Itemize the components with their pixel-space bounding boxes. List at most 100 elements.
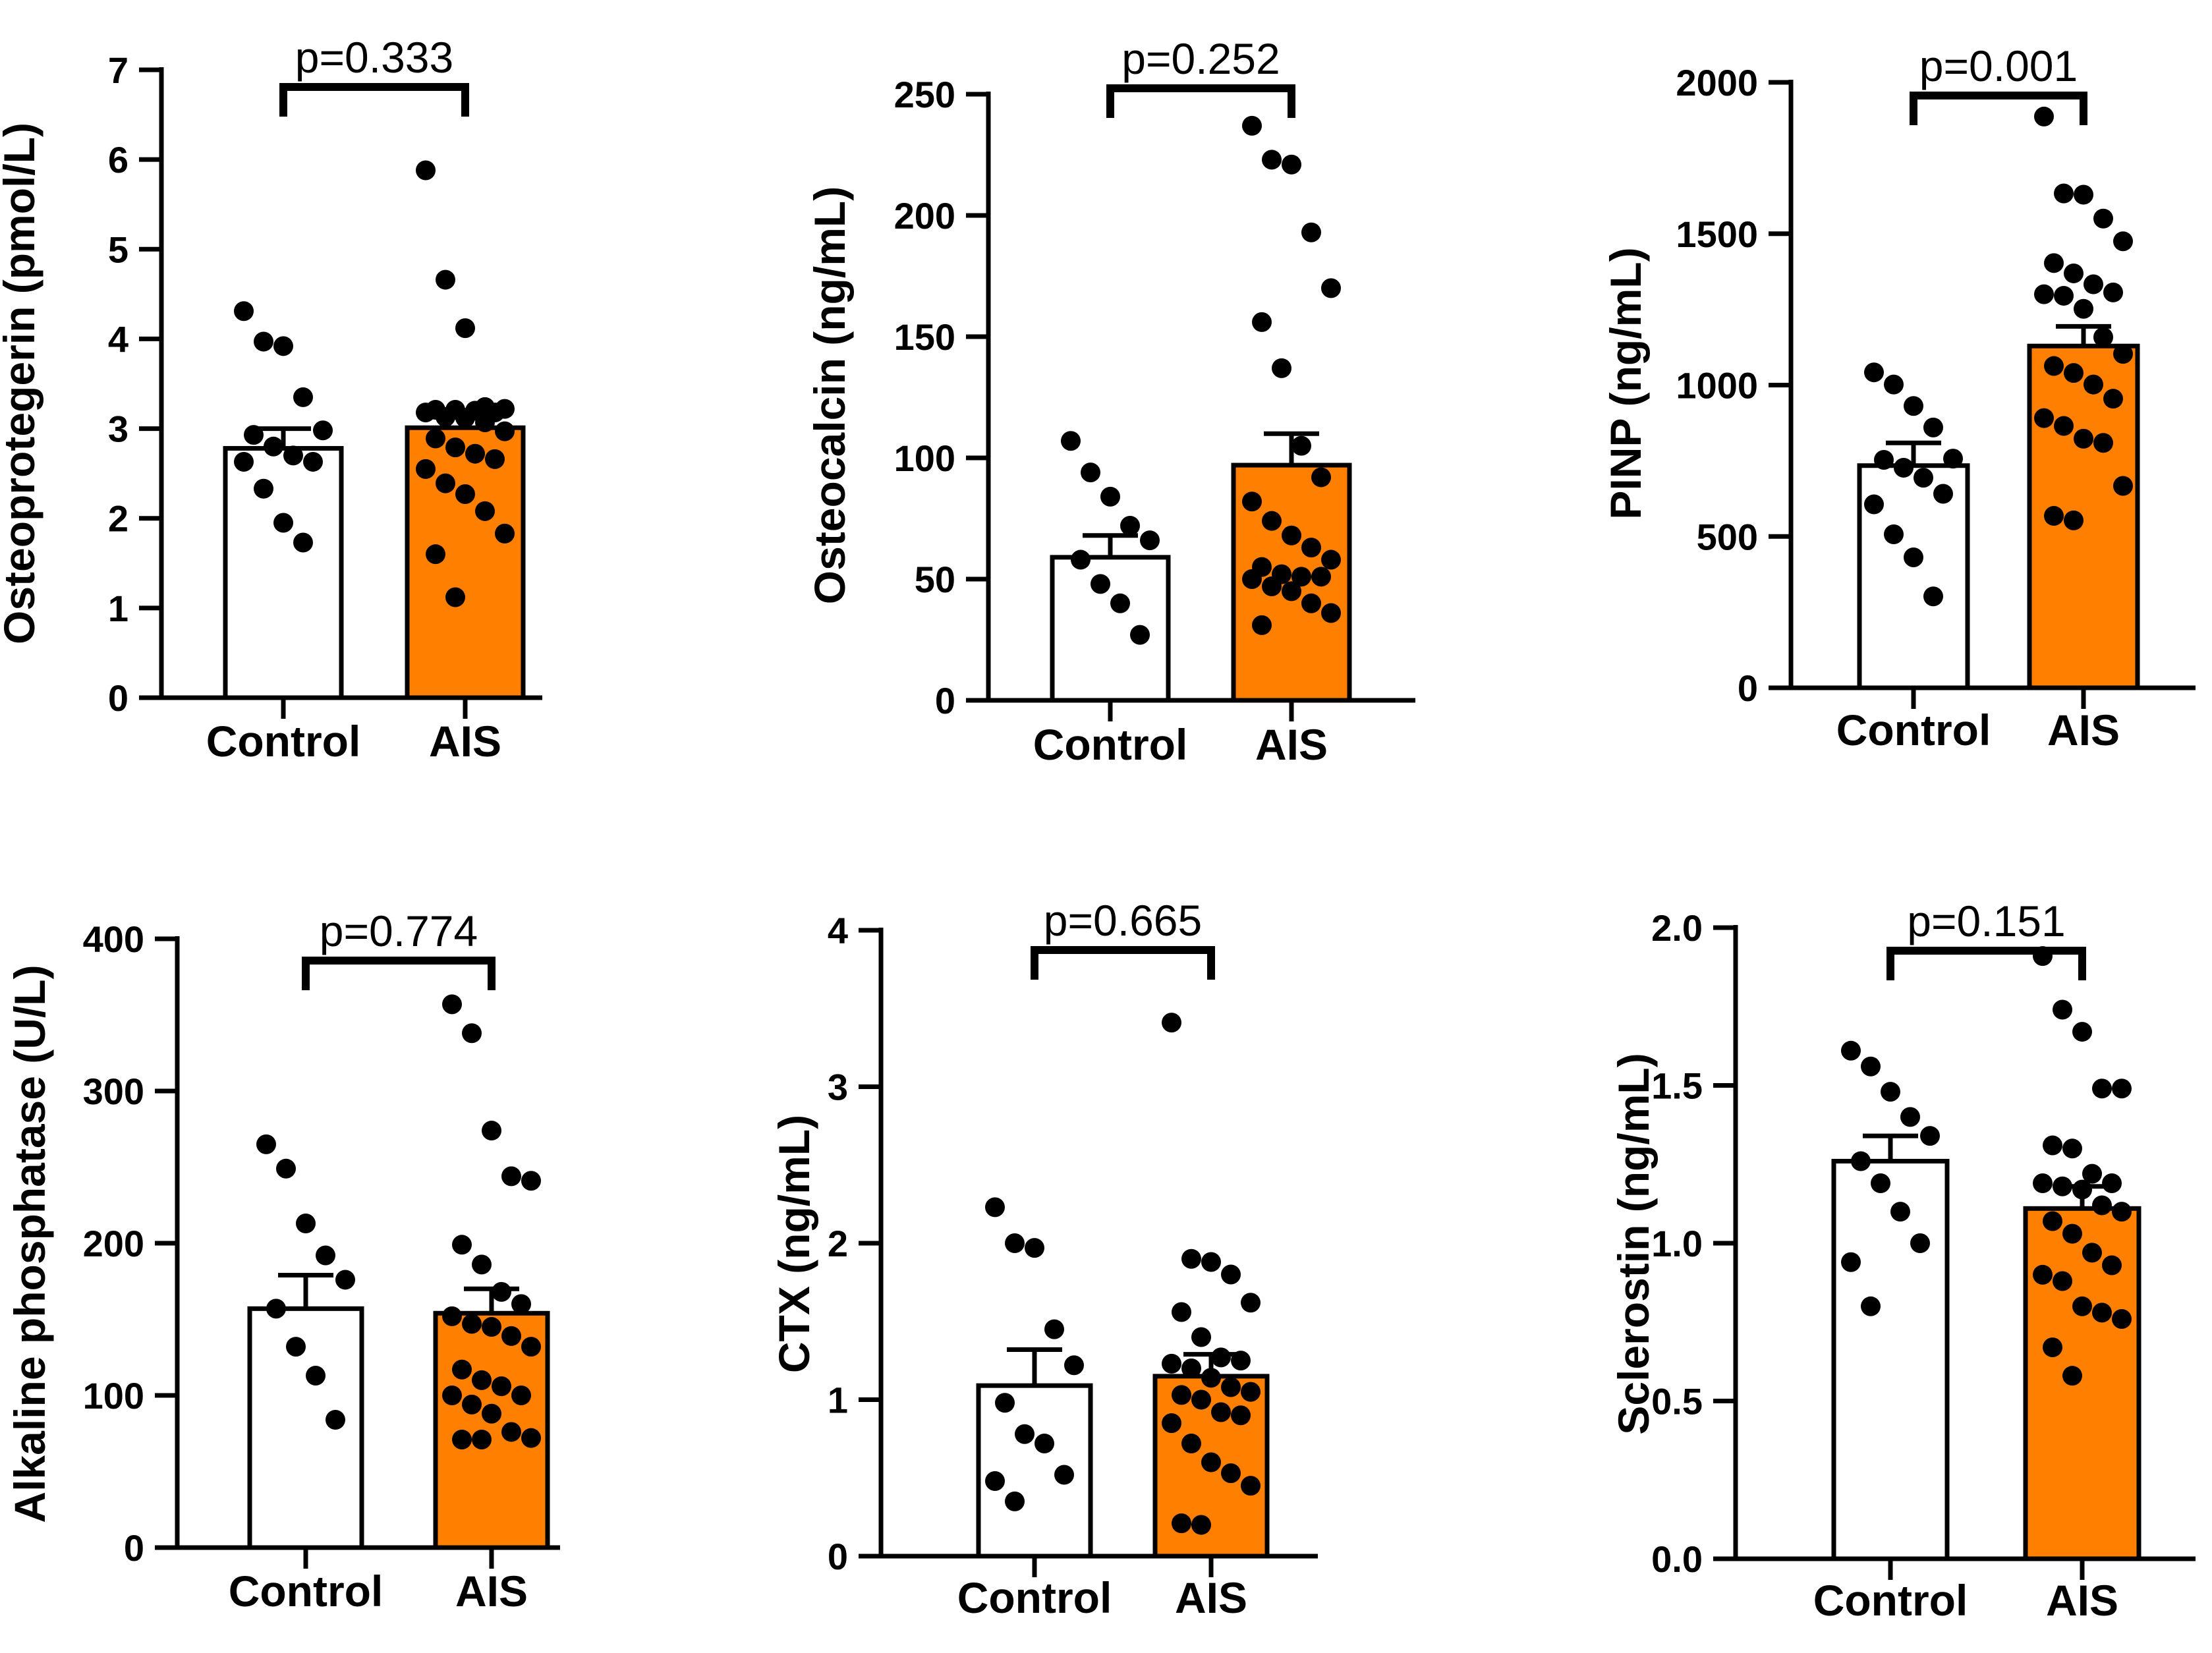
data-point	[1035, 1434, 1054, 1453]
data-point	[436, 406, 455, 427]
data-point	[1221, 1264, 1241, 1285]
data-point	[2053, 1271, 2072, 1291]
p-value-label: p=0.665	[1044, 896, 1202, 945]
data-point	[2102, 1255, 2122, 1275]
data-point	[1874, 449, 1894, 470]
p-value-label: p=0.151	[1907, 897, 2065, 945]
data-point	[1221, 1463, 1241, 1484]
data-point	[521, 1428, 541, 1448]
data-point	[1181, 1434, 1201, 1453]
data-point	[2072, 1296, 2092, 1316]
data-point	[452, 1359, 472, 1380]
data-point	[1900, 1107, 1920, 1127]
data-point	[1262, 511, 1282, 531]
data-point	[1191, 1327, 1211, 1347]
data-point	[2092, 1195, 2112, 1216]
data-point	[2064, 510, 2084, 530]
data-point	[234, 301, 254, 322]
data-point	[1321, 603, 1341, 623]
data-point	[1864, 362, 1884, 383]
data-point	[1301, 593, 1321, 613]
data-point	[2033, 1173, 2053, 1193]
data-point	[273, 336, 293, 356]
y-axis-label: Osteoprotegerin (pmol/L)	[0, 123, 43, 644]
data-point	[2053, 999, 2072, 1020]
data-point	[472, 1254, 492, 1275]
data-point	[2082, 1163, 2102, 1184]
data-point	[2113, 231, 2133, 252]
data-point	[2054, 285, 2074, 306]
x-tick-label: AIS	[1175, 1573, 1247, 1622]
data-point	[2074, 184, 2093, 205]
data-point	[1291, 435, 1311, 456]
data-point	[1321, 278, 1341, 298]
data-point	[1301, 538, 1321, 558]
panel-2: 0 50 100 150 200 250 Control AIS Osteocalcin (ng…	[805, 34, 1415, 769]
data-point	[501, 1422, 521, 1442]
y-tick-label: 2000	[1676, 62, 1758, 103]
data-point	[296, 1213, 316, 1233]
data-point	[1904, 547, 1923, 567]
data-point	[1301, 222, 1321, 242]
data-point	[276, 1158, 296, 1179]
y-tick-label: 1.0	[1651, 1223, 1703, 1264]
significance-bracket	[279, 83, 469, 117]
p-value-label: p=0.001	[1919, 42, 2078, 90]
data-point	[416, 403, 436, 423]
data-point	[2053, 1176, 2072, 1196]
data-point	[234, 451, 254, 472]
bar-control	[1831, 1158, 1950, 1561]
data-point	[1904, 396, 1923, 416]
y-tick-label: 0	[124, 1527, 144, 1569]
data-point	[254, 478, 273, 499]
data-point	[1894, 457, 1914, 478]
x-tick-label: AIS	[1255, 720, 1328, 769]
bar-control	[976, 1383, 1093, 1559]
data-point	[442, 1386, 462, 1405]
data-point	[1162, 1353, 1181, 1374]
data-point	[985, 1197, 1005, 1218]
y-axis-label: PINP (ng/mL)	[1601, 247, 1650, 519]
x-tick-label: AIS	[2047, 706, 2120, 754]
data-point	[306, 1365, 326, 1386]
x-tick-label: AIS	[455, 1567, 528, 1615]
data-point	[995, 1393, 1015, 1413]
data-point	[2084, 374, 2103, 395]
bar-control	[223, 446, 344, 700]
y-axis-label: Sclerostin (ng/mL)	[1609, 1053, 1658, 1434]
data-point	[1120, 516, 1140, 536]
x-tick-label: Control	[1836, 706, 1991, 754]
data-point	[462, 1023, 482, 1044]
data-point	[1064, 1355, 1084, 1376]
data-point	[2093, 433, 2113, 453]
data-point	[1242, 569, 1262, 589]
data-point	[2074, 298, 2093, 319]
data-point	[1091, 574, 1110, 594]
data-point	[455, 318, 475, 339]
y-tick-label: 100	[894, 437, 955, 479]
data-point	[1054, 1465, 1074, 1485]
data-point	[2113, 476, 2133, 496]
data-point	[2054, 183, 2074, 204]
data-point	[1140, 530, 1160, 551]
data-point	[2043, 1135, 2062, 1156]
data-point	[1282, 581, 1301, 602]
data-point	[264, 436, 283, 457]
data-point	[2103, 282, 2123, 302]
x-tick-label: Control	[1813, 1576, 1968, 1625]
data-point	[482, 1403, 501, 1424]
data-point	[1005, 1491, 1025, 1511]
data-point	[1231, 1405, 1251, 1426]
data-point	[1130, 625, 1150, 645]
data-point	[1262, 150, 1282, 170]
data-point	[1201, 1368, 1221, 1388]
y-tick-label: 300	[83, 1071, 144, 1112]
data-point	[1211, 1402, 1231, 1422]
data-point	[313, 420, 333, 441]
y-tick-label: 100	[83, 1375, 144, 1416]
data-point	[1181, 1359, 1201, 1378]
data-point	[266, 1299, 286, 1319]
y-tick-label: 0	[108, 677, 128, 719]
data-point	[316, 1245, 335, 1266]
data-point	[416, 459, 436, 479]
